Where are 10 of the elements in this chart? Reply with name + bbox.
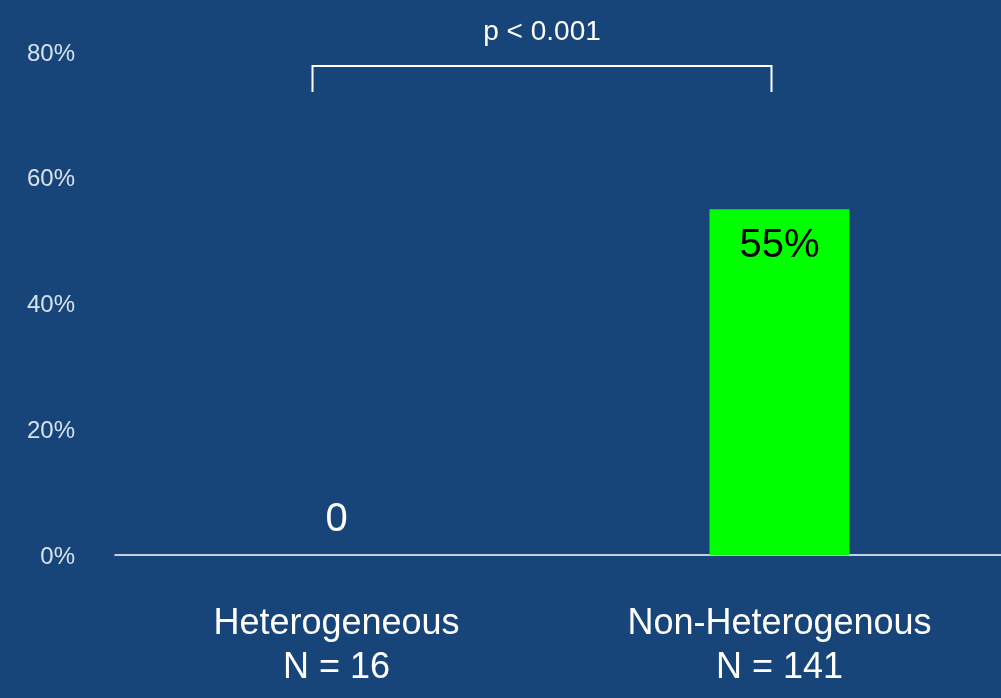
data-label: 55%	[739, 221, 820, 266]
data-label: 0	[325, 495, 348, 539]
y-tick-label: 60%	[26, 164, 75, 192]
x-tick-label: Heterogeneous N = 16	[213, 600, 460, 686]
x-tick-label: Non-Heterogenous N = 141	[627, 600, 932, 686]
y-tick-label: 0%	[40, 541, 75, 569]
y-tick-label: 20%	[26, 415, 75, 443]
y-tick-label: 80%	[26, 38, 75, 66]
y-tick-label: 40%	[26, 290, 75, 317]
text: p < 0.001	[483, 15, 601, 46]
